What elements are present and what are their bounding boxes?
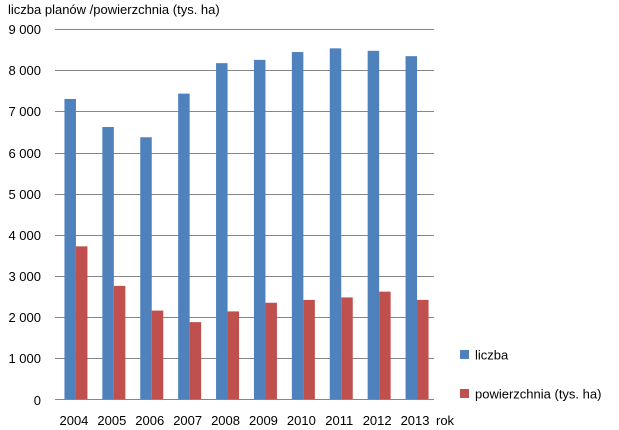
bars [64, 48, 429, 400]
legend-label-powierzchnia: powierzchnia (tys. ha) [475, 387, 601, 402]
x-tick-label: 2013 [401, 413, 430, 428]
bar-liczba-2009 [253, 59, 266, 400]
legend-swatch-liczba [460, 350, 469, 359]
x-tick-label: 2012 [363, 413, 392, 428]
y-tick-label: 5 000 [8, 187, 41, 202]
legend: liczba powierzchnia (tys. ha) [460, 348, 601, 402]
bar-powierzchnia-2010 [303, 299, 315, 400]
bar-liczba-2005 [102, 126, 114, 400]
x-tick-label: 2008 [211, 413, 240, 428]
bar-liczba-2006 [140, 137, 152, 400]
bar-powierzchnia-2012 [379, 291, 391, 400]
y-tick-label: 6 000 [8, 146, 41, 161]
bar-powierzchnia-2007 [189, 322, 202, 400]
bar-powierzchnia-2005 [113, 285, 126, 400]
y-tick-label: 4 000 [8, 228, 41, 243]
bar-powierzchnia-2004 [75, 246, 88, 400]
bar-powierzchnia-2013 [417, 299, 429, 400]
bar-powierzchnia-2011 [341, 297, 353, 400]
bar-powierzchnia-2008 [227, 311, 240, 400]
bar-liczba-2004 [64, 98, 76, 400]
bar-liczba-2008 [216, 63, 228, 400]
x-axis-ticks: 2004 2005 2006 2007 2008 2009 2010 2011 2012 2013 [59, 413, 429, 428]
x-tick-label: 2011 [325, 413, 353, 428]
bar-liczba-2011 [329, 48, 342, 400]
y-tick-label: 8 000 [8, 63, 41, 78]
y-tick-label: 7 000 [8, 104, 41, 119]
bar-liczba-2013 [405, 56, 418, 400]
y-axis-ticks: 0 1 000 2 000 3 000 4 000 5 000 6 000 7 000 8 00… [8, 22, 41, 408]
y-tick-label: 3 000 [8, 269, 41, 284]
legend-swatch-powierzchnia [460, 389, 469, 398]
x-axis-title: rok [436, 413, 455, 428]
x-tick-label: 2006 [135, 413, 164, 428]
bar-liczba-2012 [367, 50, 380, 400]
y-tick-label: 1 000 [8, 351, 41, 366]
x-tick-label: 2010 [287, 413, 316, 428]
bar-liczba-2010 [291, 52, 304, 400]
y-tick-label: 9 000 [8, 22, 41, 37]
x-tick-label: 2009 [249, 413, 278, 428]
bar-liczba-2007 [178, 93, 190, 400]
legend-label-liczba: liczba [475, 348, 509, 363]
bar-powierzchnia-2006 [151, 310, 164, 400]
y-tick-label: 2 000 [8, 310, 41, 325]
bar-powierzchnia-2009 [265, 302, 277, 400]
x-tick-label: 2005 [97, 413, 126, 428]
y-axis-title: liczba planów /powierzchnia (tys. ha) [8, 2, 220, 17]
y-tick-label: 0 [34, 393, 41, 408]
x-tick-label: 2007 [173, 413, 202, 428]
x-tick-label: 2004 [59, 413, 88, 428]
